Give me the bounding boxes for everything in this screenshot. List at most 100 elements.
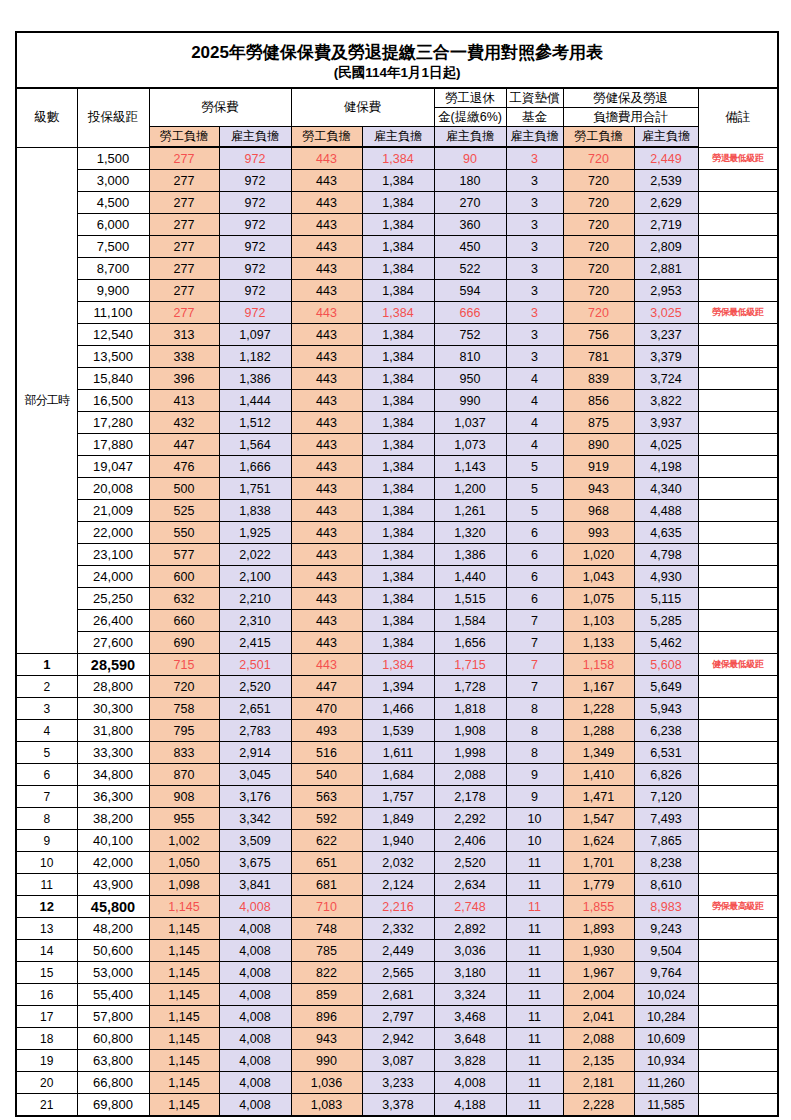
cell-labor-employee: 1,145: [149, 1050, 219, 1072]
cell-wagefund-employer: 3: [506, 324, 563, 346]
group-label-part-time: 部分工時: [16, 147, 77, 654]
cell-wagefund-employer: 3: [506, 214, 563, 236]
cell-remark: [698, 412, 778, 434]
cell-total-employer: 11,260: [634, 1072, 698, 1094]
cell-health-employer: 3,087: [362, 1050, 434, 1072]
cell-health-employee: 443: [291, 346, 362, 368]
cell-total-employer: 9,504: [634, 940, 698, 962]
cell-health-employee: 443: [291, 170, 362, 192]
cell-remark: [698, 258, 778, 280]
cell-wagefund-employer: 3: [506, 302, 563, 324]
cell-health-employee: 443: [291, 456, 362, 478]
cell-labor-employer: 1,097: [219, 324, 291, 346]
cell-level: 15: [16, 962, 77, 984]
cell-salary-bracket: 50,600: [77, 940, 149, 962]
table-row: 1042,0001,0503,6756512,0322,520111,7018,…: [16, 852, 778, 874]
cell-labor-employer: 3,675: [219, 852, 291, 874]
table-row: 228,8007202,5204471,3941,72871,1675,649: [16, 676, 778, 698]
cell-salary-bracket: 24,000: [77, 566, 149, 588]
cell-total-employee: 2,041: [563, 1006, 634, 1028]
cell-labor-employee: 525: [149, 500, 219, 522]
cell-health-employee: 443: [291, 390, 362, 412]
table-row: 4,5002779724431,38427037202,629: [16, 192, 778, 214]
cell-remark: [698, 566, 778, 588]
cell-remark: [698, 192, 778, 214]
cell-total-employee: 1,075: [563, 588, 634, 610]
cell-health-employer: 1,384: [362, 258, 434, 280]
cell-total-employer: 5,608: [634, 654, 698, 676]
cell-health-employer: 1,384: [362, 434, 434, 456]
cell-health-employer: 2,449: [362, 940, 434, 962]
cell-total-employee: 1,103: [563, 610, 634, 632]
cell-salary-bracket: 13,500: [77, 346, 149, 368]
cell-wagefund-employer: 3: [506, 170, 563, 192]
cell-total-employer: 7,865: [634, 830, 698, 852]
cell-total-employee: 2,088: [563, 1028, 634, 1050]
cell-pension-employer: 3,180: [434, 962, 506, 984]
cell-labor-employer: 2,415: [219, 632, 291, 654]
cell-salary-bracket: 57,800: [77, 1006, 149, 1028]
cell-wagefund-employer: 11: [506, 984, 563, 1006]
cell-salary-bracket: 53,000: [77, 962, 149, 984]
cell-labor-employer: 1,838: [219, 500, 291, 522]
cell-labor-employee: 277: [149, 170, 219, 192]
cell-salary-bracket: 63,800: [77, 1050, 149, 1072]
cell-pension-employer: 594: [434, 280, 506, 302]
cell-total-employee: 1,893: [563, 918, 634, 940]
cell-labor-employee: 550: [149, 522, 219, 544]
cell-total-employee: 875: [563, 412, 634, 434]
cell-remark: [698, 170, 778, 192]
cell-health-employee: 943: [291, 1028, 362, 1050]
table-row: 2169,8001,1454,0081,0833,3784,188112,228…: [16, 1094, 778, 1117]
cell-salary-bracket: 23,100: [77, 544, 149, 566]
cell-total-employee: 1,701: [563, 852, 634, 874]
cell-remark: [698, 522, 778, 544]
cell-health-employee: 443: [291, 478, 362, 500]
cell-health-employer: 1,384: [362, 456, 434, 478]
cell-health-employee: 443: [291, 500, 362, 522]
table-row: 1963,8001,1454,0089903,0873,828112,13510…: [16, 1050, 778, 1072]
table-row: 部分工時1,5002779724431,3849037202,449勞退最低級距: [16, 147, 778, 170]
cell-health-employer: 1,384: [362, 214, 434, 236]
cell-remark: [698, 280, 778, 302]
cell-health-employer: 1,384: [362, 478, 434, 500]
cell-wagefund-employer: 11: [506, 1050, 563, 1072]
cell-labor-employer: 1,564: [219, 434, 291, 456]
cell-wagefund-employer: 3: [506, 192, 563, 214]
cell-wagefund-employer: 4: [506, 412, 563, 434]
col-header-pension-line2: 金(提繳6%): [434, 108, 506, 127]
cell-health-employer: 1,384: [362, 500, 434, 522]
cell-pension-employer: 1,818: [434, 698, 506, 720]
cell-health-employer: 2,681: [362, 984, 434, 1006]
cell-labor-employer: 2,914: [219, 742, 291, 764]
cell-total-employee: 968: [563, 500, 634, 522]
cell-total-employer: 8,610: [634, 874, 698, 896]
page: 2025年勞健保保費及勞退提繳三合一費用對照參考用表 (民國114年1月1日起)…: [0, 0, 791, 1117]
cell-wagefund-employer: 5: [506, 478, 563, 500]
cell-remark: [698, 940, 778, 962]
cell-level: 18: [16, 1028, 77, 1050]
cell-health-employee: 443: [291, 632, 362, 654]
subheader-labor-employer: 雇主負擔: [219, 127, 291, 148]
cell-total-employee: 720: [563, 147, 634, 170]
cell-remark: 勞保最低級距: [698, 302, 778, 324]
cell-labor-employer: 1,386: [219, 368, 291, 390]
cell-salary-bracket: 7,500: [77, 236, 149, 258]
cell-pension-employer: 1,908: [434, 720, 506, 742]
cell-pension-employer: 3,324: [434, 984, 506, 1006]
cell-total-employer: 2,719: [634, 214, 698, 236]
cell-remark: [698, 918, 778, 940]
cell-wagefund-employer: 8: [506, 742, 563, 764]
cell-health-employer: 1,384: [362, 147, 434, 170]
cell-salary-bracket: 31,800: [77, 720, 149, 742]
cell-health-employer: 1,394: [362, 676, 434, 698]
cell-level: 9: [16, 830, 77, 852]
cell-health-employee: 447: [291, 676, 362, 698]
cell-labor-employee: 277: [149, 192, 219, 214]
table-row: 19,0474761,6664431,3841,14359194,198: [16, 456, 778, 478]
table-row: 1553,0001,1454,0088222,5653,180111,9679,…: [16, 962, 778, 984]
cell-pension-employer: 666: [434, 302, 506, 324]
cell-level: 4: [16, 720, 77, 742]
cell-health-employee: 710: [291, 896, 362, 918]
table-row: 1655,4001,1454,0088592,6813,324112,00410…: [16, 984, 778, 1006]
